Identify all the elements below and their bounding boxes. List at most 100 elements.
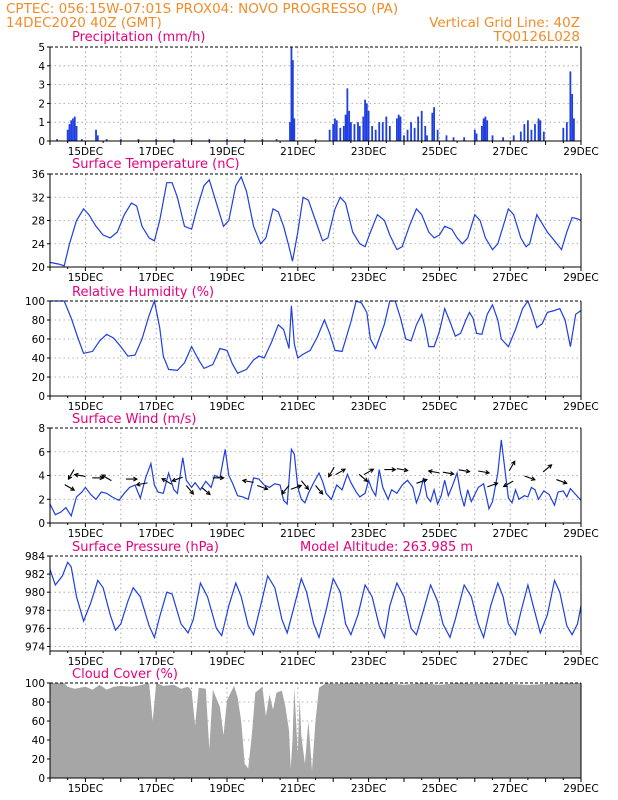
wind-arrow-shaft — [396, 468, 408, 472]
precip-bar — [346, 88, 349, 141]
xtick-label: 23DEC — [351, 146, 386, 158]
wind-arrow — [73, 472, 86, 478]
ytick-label: 984 — [25, 551, 45, 563]
xtick-label: 23DEC — [351, 401, 386, 413]
xtick-label: 21DEC — [280, 401, 315, 413]
xtick-label: 29DEC — [563, 401, 598, 413]
precip-bar — [353, 124, 356, 141]
precip-bar — [72, 118, 74, 141]
wind-arrow-shaft — [442, 471, 454, 475]
precip-bar — [342, 125, 345, 141]
precip-bar — [537, 118, 540, 141]
wind-arrow — [478, 469, 491, 475]
wind-arrow — [416, 478, 428, 484]
precip-bar — [452, 137, 455, 141]
xtick-label: 15DEC — [68, 146, 103, 158]
xtick-label: 17DEC — [138, 272, 173, 284]
wind-arrow-shaft — [542, 464, 552, 473]
series-line-wind — [49, 439, 582, 518]
xtick-label: 19DEC — [209, 146, 244, 158]
wind-arrow — [508, 460, 516, 472]
precip-bar — [406, 129, 409, 141]
panel-title-cloud: Cloud Cover (%) — [72, 667, 178, 682]
wind-arrow — [64, 484, 76, 491]
xtick-label: 21DEC — [280, 146, 315, 158]
panel-annotation-pres: Model Altitude: 263.985 m — [300, 540, 473, 555]
precip-bar — [565, 122, 568, 141]
wind-arrow-head — [502, 482, 508, 488]
wind-arrow-head — [241, 478, 247, 484]
precip-bar — [137, 139, 140, 141]
wind-arrow-shaft — [328, 466, 335, 477]
wind-arrow-shaft — [290, 484, 302, 490]
wind-arrow — [442, 471, 455, 476]
wind-arrow — [300, 480, 310, 491]
ytick-label: 4 — [38, 471, 45, 483]
wind-arrow-head — [219, 475, 225, 481]
xtick-label: 21DEC — [280, 528, 315, 540]
ytick-label: 982 — [25, 569, 45, 581]
precip-bar — [433, 107, 435, 141]
wind-arrow-head — [70, 486, 76, 491]
wind-arrow-head — [511, 460, 516, 466]
precip-bar — [348, 110, 351, 141]
precip-bar — [388, 125, 391, 141]
wind-arrow — [257, 484, 269, 491]
precip-bar — [573, 118, 575, 141]
wind-arrow — [542, 464, 553, 473]
xtick-label: 29DEC — [563, 783, 598, 795]
xtick-label: 17DEC — [138, 528, 173, 540]
xtick-label: 27DEC — [492, 528, 527, 540]
ytick-label: 24 — [32, 239, 46, 251]
wind-arrow — [212, 475, 225, 481]
wind-arrow — [487, 481, 499, 488]
precip-bar — [80, 139, 83, 141]
precip-bar — [289, 122, 291, 141]
precip-bar — [473, 129, 476, 141]
wind-arrow-head — [73, 472, 79, 478]
precip-bar — [381, 122, 384, 141]
wind-arrow — [556, 479, 568, 485]
xtick-label: 27DEC — [492, 401, 527, 413]
wind-arrow-head — [318, 489, 324, 495]
wind-arrow-shaft — [64, 484, 75, 491]
wind-arrow-shaft — [363, 468, 374, 476]
xtick-label: 29DEC — [563, 146, 598, 158]
panel-cloud: Cloud Cover (%) 0 20 40 60 80 100 15DEC 17DEC 19D… — [25, 667, 599, 795]
precip-bar — [332, 124, 335, 141]
precip-bar — [155, 139, 158, 141]
precip-bar — [475, 133, 478, 141]
wind-arrow-shaft — [556, 479, 567, 484]
precip-bar — [70, 120, 73, 141]
xtick-label: 19DEC — [209, 528, 244, 540]
ytick-label: 5 — [38, 42, 45, 54]
precip-bar — [334, 118, 336, 141]
wind-arrow-shaft — [136, 482, 148, 486]
xtick-label: 15DEC — [68, 528, 103, 540]
xtick-label: 23DEC — [351, 272, 386, 284]
precip-bar — [534, 124, 536, 141]
precip-bar — [365, 103, 368, 141]
wind-arrow — [396, 467, 409, 473]
precip-bar — [480, 125, 483, 141]
wind-arrow-head — [369, 468, 375, 473]
precip-bar — [96, 135, 99, 141]
panel-pres: Surface Pressure (hPa) Model Altitude: 26… — [25, 540, 599, 668]
precip-bar — [403, 135, 405, 141]
ytick-label: 6 — [38, 447, 45, 459]
precip-bar — [105, 139, 108, 141]
xtick-label: 21DEC — [280, 656, 315, 668]
ytick-label: 980 — [25, 587, 45, 599]
wind-arrow-head — [422, 478, 428, 483]
panel-title-wind: Surface Wind (m/s) — [72, 412, 196, 427]
ytick-label: 0 — [38, 391, 45, 403]
wind-arrow — [67, 469, 75, 481]
xtick-label: 15DEC — [68, 783, 103, 795]
wind-arrow-shaft — [508, 460, 516, 472]
ytick-label: 100 — [25, 296, 45, 308]
xtick-label: 15DEC — [68, 272, 103, 284]
xtick-label: 17DEC — [138, 401, 173, 413]
wind-arrow-head — [485, 469, 491, 475]
wind-arrow-shaft — [300, 480, 309, 490]
